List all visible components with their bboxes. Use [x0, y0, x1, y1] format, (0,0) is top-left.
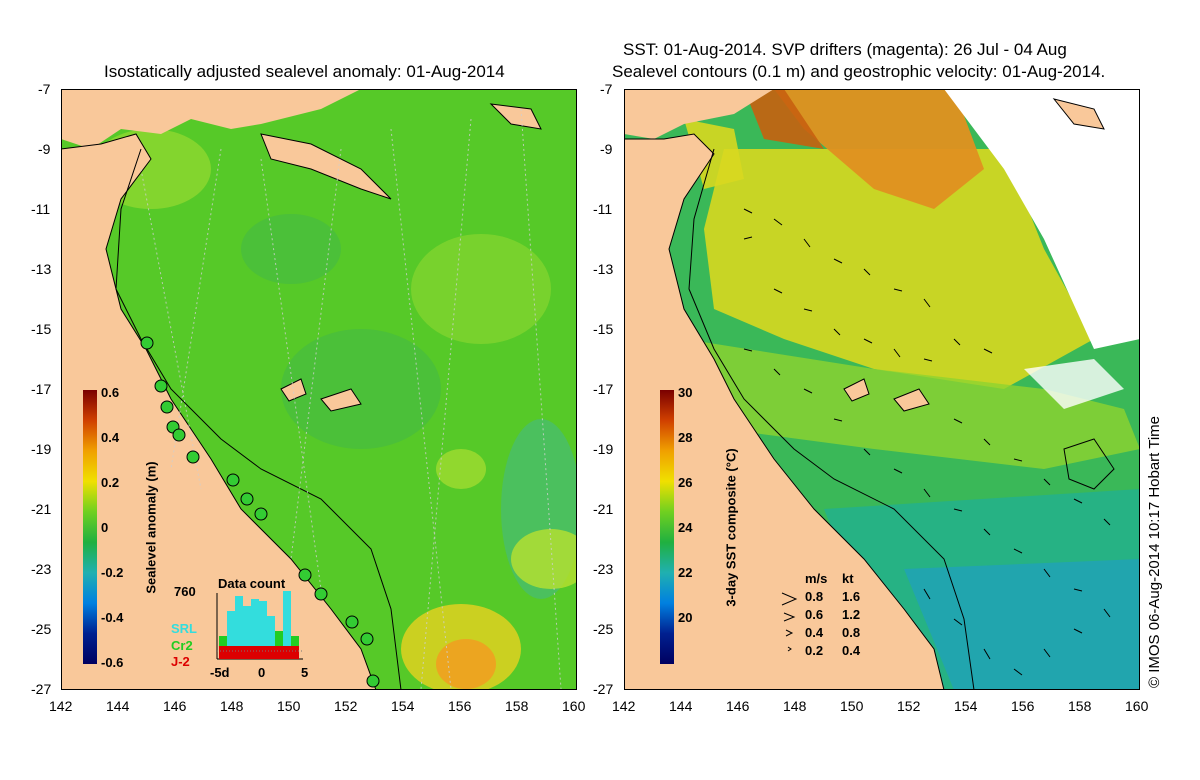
lon-tick: 148: [220, 698, 244, 714]
histogram-bar: [251, 599, 259, 659]
velocity-legend-ms: 0.4: [805, 625, 824, 640]
right-panel-title-line2: Sealevel contours (0.1 m) and geostrophi…: [612, 62, 1106, 81]
lon-tick: 142: [49, 698, 73, 714]
lat-tick: -19: [593, 441, 614, 457]
data-count-histogram: [216, 591, 303, 660]
lat-tick: -7: [600, 81, 613, 97]
right-panel-title-line1: SST: 01-Aug-2014. SVP drifters (magenta)…: [623, 40, 1067, 59]
sla-colorbar-tick: 0.6: [101, 385, 120, 400]
sst-colorbar-tick: 26: [678, 475, 693, 490]
velocity-legend-ms: 0.2: [805, 643, 824, 658]
velocity-legend-kt: 0.8: [842, 625, 861, 640]
lat-tick: -11: [593, 201, 613, 217]
velocity-legend-ms: 0.8: [805, 589, 824, 604]
sst-colorbar-tick: 24: [678, 520, 693, 535]
sla-map: 0.6 0.4 0.2 0 -0.2 -0.4 -0.6 Sealevel an…: [61, 89, 577, 690]
lon-tick: 154: [954, 698, 978, 714]
sla-colorbar: [83, 390, 97, 664]
histogram-bar: [243, 606, 251, 659]
lat-tick: -19: [31, 441, 52, 457]
velocity-legend-kt: 1.6: [842, 589, 861, 604]
lat-tick: -13: [31, 261, 52, 277]
velocity-legend-header-kt: kt: [842, 571, 854, 586]
lat-tick: -27: [31, 681, 52, 697]
histogram-x-tick: 0: [258, 665, 266, 680]
lat-tick: -17: [593, 381, 614, 397]
sst-colorbar: [660, 390, 674, 664]
lon-tick: 150: [840, 698, 864, 714]
velocity-legend-kt: 0.4: [842, 643, 861, 658]
data-count-max: 760: [174, 584, 196, 599]
lon-tick: 160: [562, 698, 586, 714]
lon-tick: 152: [334, 698, 358, 714]
series-label-srl: SRL: [171, 621, 197, 636]
lon-tick: 146: [726, 698, 750, 714]
velocity-legend-arrows: [781, 592, 798, 652]
lat-tick: -9: [38, 141, 51, 157]
data-count-title: Data count: [218, 576, 286, 591]
histogram-x-tick: 5: [301, 665, 309, 680]
lat-tick: -23: [593, 561, 614, 577]
sst-map: 30 28 26 24 22 20 3-day SST composite (°…: [624, 89, 1140, 690]
histogram-bar: [235, 596, 243, 659]
lat-tick: -27: [593, 681, 614, 697]
lat-tick: -21: [593, 501, 614, 517]
sst-colorbar-tick: 20: [678, 610, 693, 625]
lon-tick: 156: [1011, 698, 1035, 714]
velocity-legend-header-ms: m/s: [805, 571, 828, 586]
lon-tick: 142: [612, 698, 636, 714]
sla-colorbar-tick: -0.4: [101, 610, 124, 625]
lon-tick: 156: [448, 698, 472, 714]
lat-tick: -15: [593, 321, 614, 337]
sst-colorbar-tick: 28: [678, 430, 693, 445]
left-panel-title: Isostatically adjusted sealevel anomaly:…: [104, 62, 505, 81]
sla-colorbar-tick: 0.2: [101, 475, 120, 490]
lat-tick: -21: [31, 501, 52, 517]
velocity-legend-ms: 0.6: [805, 607, 824, 622]
lon-tick: 158: [1068, 698, 1092, 714]
histogram-bar: [267, 616, 275, 659]
lon-tick: 150: [277, 698, 301, 714]
lat-tick: -25: [31, 621, 52, 637]
lat-tick: -7: [38, 81, 51, 97]
imos-credit: © IMOS 06-Aug-2014 10:17 Hobart Time: [1146, 415, 1163, 688]
lat-tick: -23: [31, 561, 52, 577]
histogram-bar: [275, 631, 283, 659]
sla-colorbar-tick: 0: [101, 520, 109, 535]
lon-tick: 146: [163, 698, 187, 714]
lat-tick: -15: [31, 321, 52, 337]
sst-map-frame: [624, 89, 1140, 690]
histogram-bar: [227, 611, 235, 659]
series-label-cr2: Cr2: [171, 638, 193, 653]
sla-colorbar-tick: 0.4: [101, 430, 120, 445]
lat-tick: -9: [600, 141, 613, 157]
lon-tick: 152: [897, 698, 921, 714]
lat-tick: -11: [31, 201, 51, 217]
sla-colorbar-tick: -0.2: [101, 565, 124, 580]
lon-tick: 144: [669, 698, 693, 714]
sst-colorbar-tick: 22: [678, 565, 693, 580]
histogram-bar: [259, 601, 267, 659]
lat-tick: -13: [593, 261, 614, 277]
series-label-j2: J-2: [171, 654, 190, 669]
lat-tick: -25: [593, 621, 614, 637]
lon-tick: 160: [1125, 698, 1149, 714]
lon-tick: 158: [505, 698, 529, 714]
sla-map-frame: [61, 89, 577, 690]
lon-tick: 148: [783, 698, 807, 714]
sst-map-graphic: [624, 89, 1140, 690]
lon-tick: 154: [391, 698, 415, 714]
sla-colorbar-tick: -0.6: [101, 655, 124, 670]
velocity-legend-kt: 1.2: [842, 607, 861, 622]
histogram-bar: [283, 591, 291, 659]
sla-map-graphic: [61, 89, 577, 690]
histogram-x-tick: -5d: [210, 665, 230, 680]
sst-colorbar-tick: 30: [678, 385, 693, 400]
lat-tick: -17: [31, 381, 52, 397]
lon-tick: 144: [106, 698, 130, 714]
